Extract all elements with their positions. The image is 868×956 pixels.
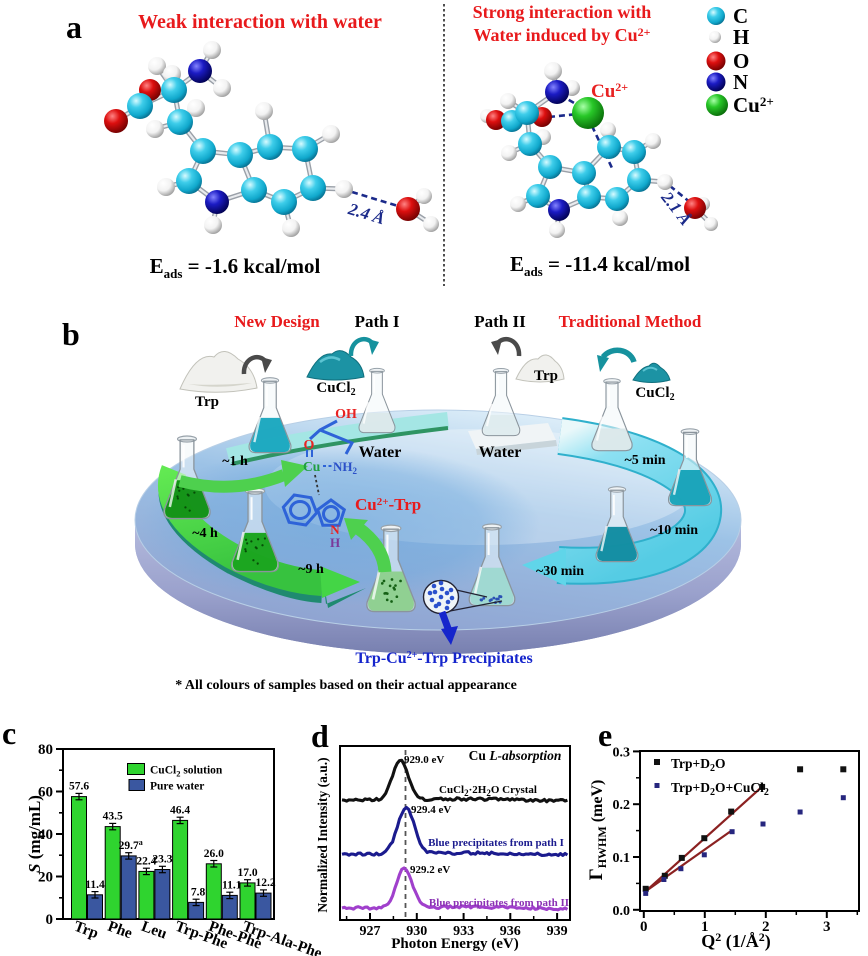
svg-text:Leu: Leu [139, 918, 169, 943]
svg-text:0: 0 [640, 919, 648, 935]
svg-text:Traditional Method: Traditional Method [559, 312, 702, 331]
svg-text:CuCl2: CuCl2 [316, 380, 355, 398]
svg-text:NH2: NH2 [333, 459, 358, 476]
svg-text:927: 927 [360, 924, 381, 939]
svg-text:Trp-Cu2+-Trp Precipitates: Trp-Cu2+-Trp Precipitates [355, 650, 532, 667]
svg-text:C: C [733, 4, 748, 28]
svg-text:0.3: 0.3 [613, 745, 631, 760]
svg-text:Blue precipitates from path I: Blue precipitates from path I [428, 837, 564, 849]
svg-text:Eads = -1.6 kcal/mol: Eads = -1.6 kcal/mol [150, 254, 321, 281]
svg-text:~1 h: ~1 h [222, 454, 248, 469]
svg-text:Cu L-absorption: Cu L-absorption [469, 748, 562, 763]
svg-text:* All colours of samples based: * All colours of samples based on their … [175, 678, 517, 693]
svg-text:Q2 (1/Å2): Q2 (1/Å2) [701, 930, 771, 952]
svg-text:CuCl2: CuCl2 [635, 385, 674, 403]
svg-text:2.4 Å: 2.4 Å [345, 199, 387, 228]
svg-text:d: d [311, 718, 329, 754]
svg-text:~4 h: ~4 h [192, 526, 218, 541]
svg-text:0.2: 0.2 [613, 798, 631, 813]
svg-text:1: 1 [701, 919, 709, 935]
svg-text:929.4 eV: 929.4 eV [411, 804, 451, 816]
svg-text:Strong interaction with: Strong interaction with [473, 2, 652, 22]
svg-text:Water induced by Cu2+: Water induced by Cu2+ [473, 25, 650, 45]
svg-text:939: 939 [547, 924, 568, 939]
svg-text:e: e [598, 717, 612, 753]
svg-text:H: H [733, 25, 749, 49]
svg-text:Eads = -11.4 kcal/mol: Eads = -11.4 kcal/mol [510, 252, 690, 279]
svg-text:ΓHWHM (meV): ΓHWHM (meV) [586, 780, 609, 881]
svg-text:936: 936 [500, 924, 521, 939]
svg-text:Trp: Trp [195, 394, 219, 410]
svg-text:80: 80 [38, 742, 53, 758]
svg-text:CuCl2 solution: CuCl2 solution [150, 765, 223, 779]
svg-text:3: 3 [823, 919, 831, 935]
svg-text:26.0: 26.0 [204, 848, 224, 860]
svg-text:930: 930 [406, 924, 427, 939]
svg-text:N: N [330, 522, 340, 537]
svg-text:29.7a: 29.7a [119, 838, 143, 852]
svg-text:Cu: Cu [303, 459, 321, 474]
svg-text:Weak interaction with water: Weak interaction with water [138, 11, 382, 33]
svg-text:OH: OH [335, 407, 357, 422]
svg-text:Trp+D2O+CuCl2: Trp+D2O+CuCl2 [671, 780, 769, 798]
svg-text:46.4: 46.4 [170, 804, 190, 816]
svg-text:Normalized Intensity (a.u.): Normalized Intensity (a.u.) [315, 757, 330, 912]
svg-text:929.2 eV: 929.2 eV [410, 864, 450, 876]
svg-text:Cu2+-Trp: Cu2+-Trp [355, 495, 421, 514]
svg-text:CuCl2·2H2O Crystal: CuCl2·2H2O Crystal [439, 784, 537, 798]
svg-text:Trp: Trp [534, 368, 558, 384]
svg-text:Water: Water [479, 444, 522, 461]
svg-text:b: b [62, 316, 80, 352]
svg-text:c: c [2, 715, 16, 751]
svg-text:929.0 eV: 929.0 eV [404, 754, 444, 766]
svg-text:57.6: 57.6 [69, 781, 89, 793]
svg-text:~30 min: ~30 min [536, 564, 584, 579]
svg-text:Cu2+: Cu2+ [733, 93, 774, 117]
svg-text:Blue precipitates from path II: Blue precipitates from path II [429, 897, 569, 909]
svg-text:0: 0 [46, 912, 54, 928]
svg-text:Pure water: Pure water [150, 781, 204, 793]
svg-text:Cu2+: Cu2+ [591, 80, 628, 102]
svg-text:933: 933 [453, 924, 474, 939]
svg-text:~5 min: ~5 min [624, 453, 665, 468]
svg-text:0.1: 0.1 [613, 851, 631, 866]
svg-text:Path I: Path I [355, 312, 400, 331]
svg-text:N: N [733, 70, 748, 94]
svg-text:S (mg/mL): S (mg/mL) [25, 795, 44, 873]
svg-text:43.5: 43.5 [103, 811, 123, 823]
svg-text:40: 40 [38, 827, 53, 843]
svg-text:O: O [733, 49, 749, 73]
svg-text:Trp: Trp [72, 918, 101, 942]
svg-text:60: 60 [38, 785, 53, 801]
svg-text:Photon Energy (eV): Photon Energy (eV) [391, 936, 519, 952]
svg-text:20: 20 [38, 870, 53, 886]
svg-text:Water: Water [359, 444, 402, 461]
svg-text:H: H [330, 535, 340, 550]
svg-text:New Design: New Design [234, 312, 320, 331]
svg-text:~10 min: ~10 min [650, 523, 698, 538]
svg-text:O: O [304, 438, 315, 453]
svg-text:22.4: 22.4 [136, 855, 156, 867]
svg-text:Trp+D2O: Trp+D2O [671, 756, 725, 774]
svg-text:Phe: Phe [105, 918, 134, 943]
svg-text:7.8: 7.8 [191, 886, 206, 898]
svg-text:11.1: 11.1 [222, 879, 242, 891]
svg-text:Path II: Path II [474, 312, 526, 331]
svg-text:12.2: 12.2 [255, 877, 275, 889]
svg-text:~9 h: ~9 h [298, 562, 324, 577]
svg-text:a: a [66, 9, 82, 45]
svg-text:0.0: 0.0 [613, 904, 631, 919]
svg-text:17.0: 17.0 [237, 867, 257, 879]
svg-text:2: 2 [762, 919, 770, 935]
